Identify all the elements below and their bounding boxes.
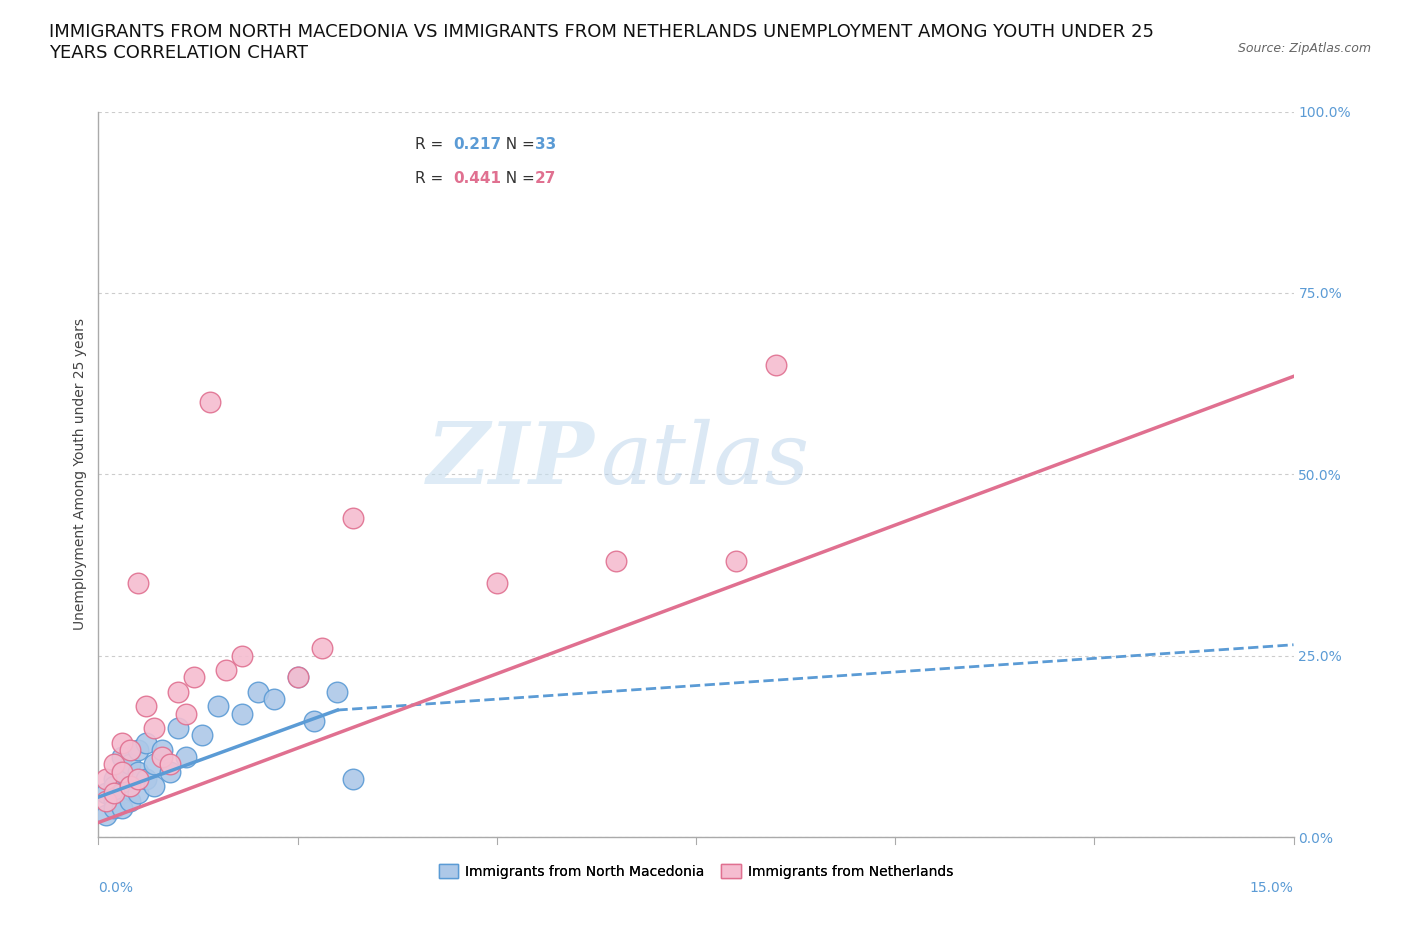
Point xyxy=(263,692,285,707)
Point xyxy=(103,772,125,787)
Point xyxy=(342,511,364,525)
Point xyxy=(120,793,142,808)
Point xyxy=(150,750,173,764)
Text: Source: ZipAtlas.com: Source: ZipAtlas.com xyxy=(1237,42,1371,55)
Point xyxy=(96,786,118,801)
Point xyxy=(111,786,134,801)
Point xyxy=(287,670,309,684)
Point xyxy=(167,721,190,736)
Point xyxy=(183,670,205,684)
Point xyxy=(127,786,149,801)
Point xyxy=(302,713,325,728)
Point xyxy=(159,757,181,772)
Text: 0.0%: 0.0% xyxy=(98,881,134,895)
Text: R =: R = xyxy=(415,137,449,152)
Point xyxy=(111,750,134,764)
Point xyxy=(111,764,134,779)
Text: N =: N = xyxy=(496,171,540,186)
Text: N =: N = xyxy=(496,137,540,152)
Point xyxy=(231,706,253,721)
Text: 0.441: 0.441 xyxy=(453,171,502,186)
Y-axis label: Unemployment Among Youth under 25 years: Unemployment Among Youth under 25 years xyxy=(73,318,87,631)
Point xyxy=(215,663,238,678)
Point xyxy=(103,786,125,801)
Point xyxy=(191,728,214,743)
Point xyxy=(103,801,125,816)
Legend: Immigrants from North Macedonia, Immigrants from Netherlands: Immigrants from North Macedonia, Immigra… xyxy=(433,858,959,884)
Text: atlas: atlas xyxy=(600,418,810,501)
Point xyxy=(96,808,118,823)
Point xyxy=(246,684,269,699)
Point xyxy=(96,772,118,787)
Point xyxy=(111,736,134,751)
Point xyxy=(174,750,197,764)
Point xyxy=(605,554,627,569)
Point xyxy=(159,764,181,779)
Text: 27: 27 xyxy=(534,171,555,186)
Point xyxy=(143,778,166,793)
Text: 33: 33 xyxy=(534,137,555,152)
Point xyxy=(135,736,157,751)
Point xyxy=(198,394,221,409)
Point xyxy=(127,742,149,757)
Point xyxy=(120,742,142,757)
Point xyxy=(231,648,253,663)
Point xyxy=(724,554,747,569)
Point xyxy=(135,699,157,714)
Text: 15.0%: 15.0% xyxy=(1250,881,1294,895)
Point xyxy=(174,706,197,721)
Point xyxy=(103,757,125,772)
Point xyxy=(127,772,149,787)
Point xyxy=(111,801,134,816)
Point xyxy=(167,684,190,699)
Text: 0.217: 0.217 xyxy=(453,137,502,152)
Point xyxy=(120,778,142,793)
Point xyxy=(103,793,125,808)
Point xyxy=(127,764,149,779)
Point xyxy=(342,772,364,787)
Point xyxy=(143,721,166,736)
Point xyxy=(111,764,134,779)
Text: IMMIGRANTS FROM NORTH MACEDONIA VS IMMIGRANTS FROM NETHERLANDS UNEMPLOYMENT AMON: IMMIGRANTS FROM NORTH MACEDONIA VS IMMIG… xyxy=(49,23,1154,62)
Point xyxy=(207,699,229,714)
Point xyxy=(103,778,125,793)
Point xyxy=(120,757,142,772)
Point xyxy=(96,793,118,808)
Point xyxy=(127,576,149,591)
Point xyxy=(765,358,787,373)
Point xyxy=(150,742,173,757)
Text: ZIP: ZIP xyxy=(426,418,595,501)
Point xyxy=(135,772,157,787)
Point xyxy=(485,576,508,591)
Point xyxy=(120,778,142,793)
Point xyxy=(326,684,349,699)
Point xyxy=(143,757,166,772)
Point xyxy=(287,670,309,684)
Point xyxy=(311,641,333,656)
Text: R =: R = xyxy=(415,171,449,186)
